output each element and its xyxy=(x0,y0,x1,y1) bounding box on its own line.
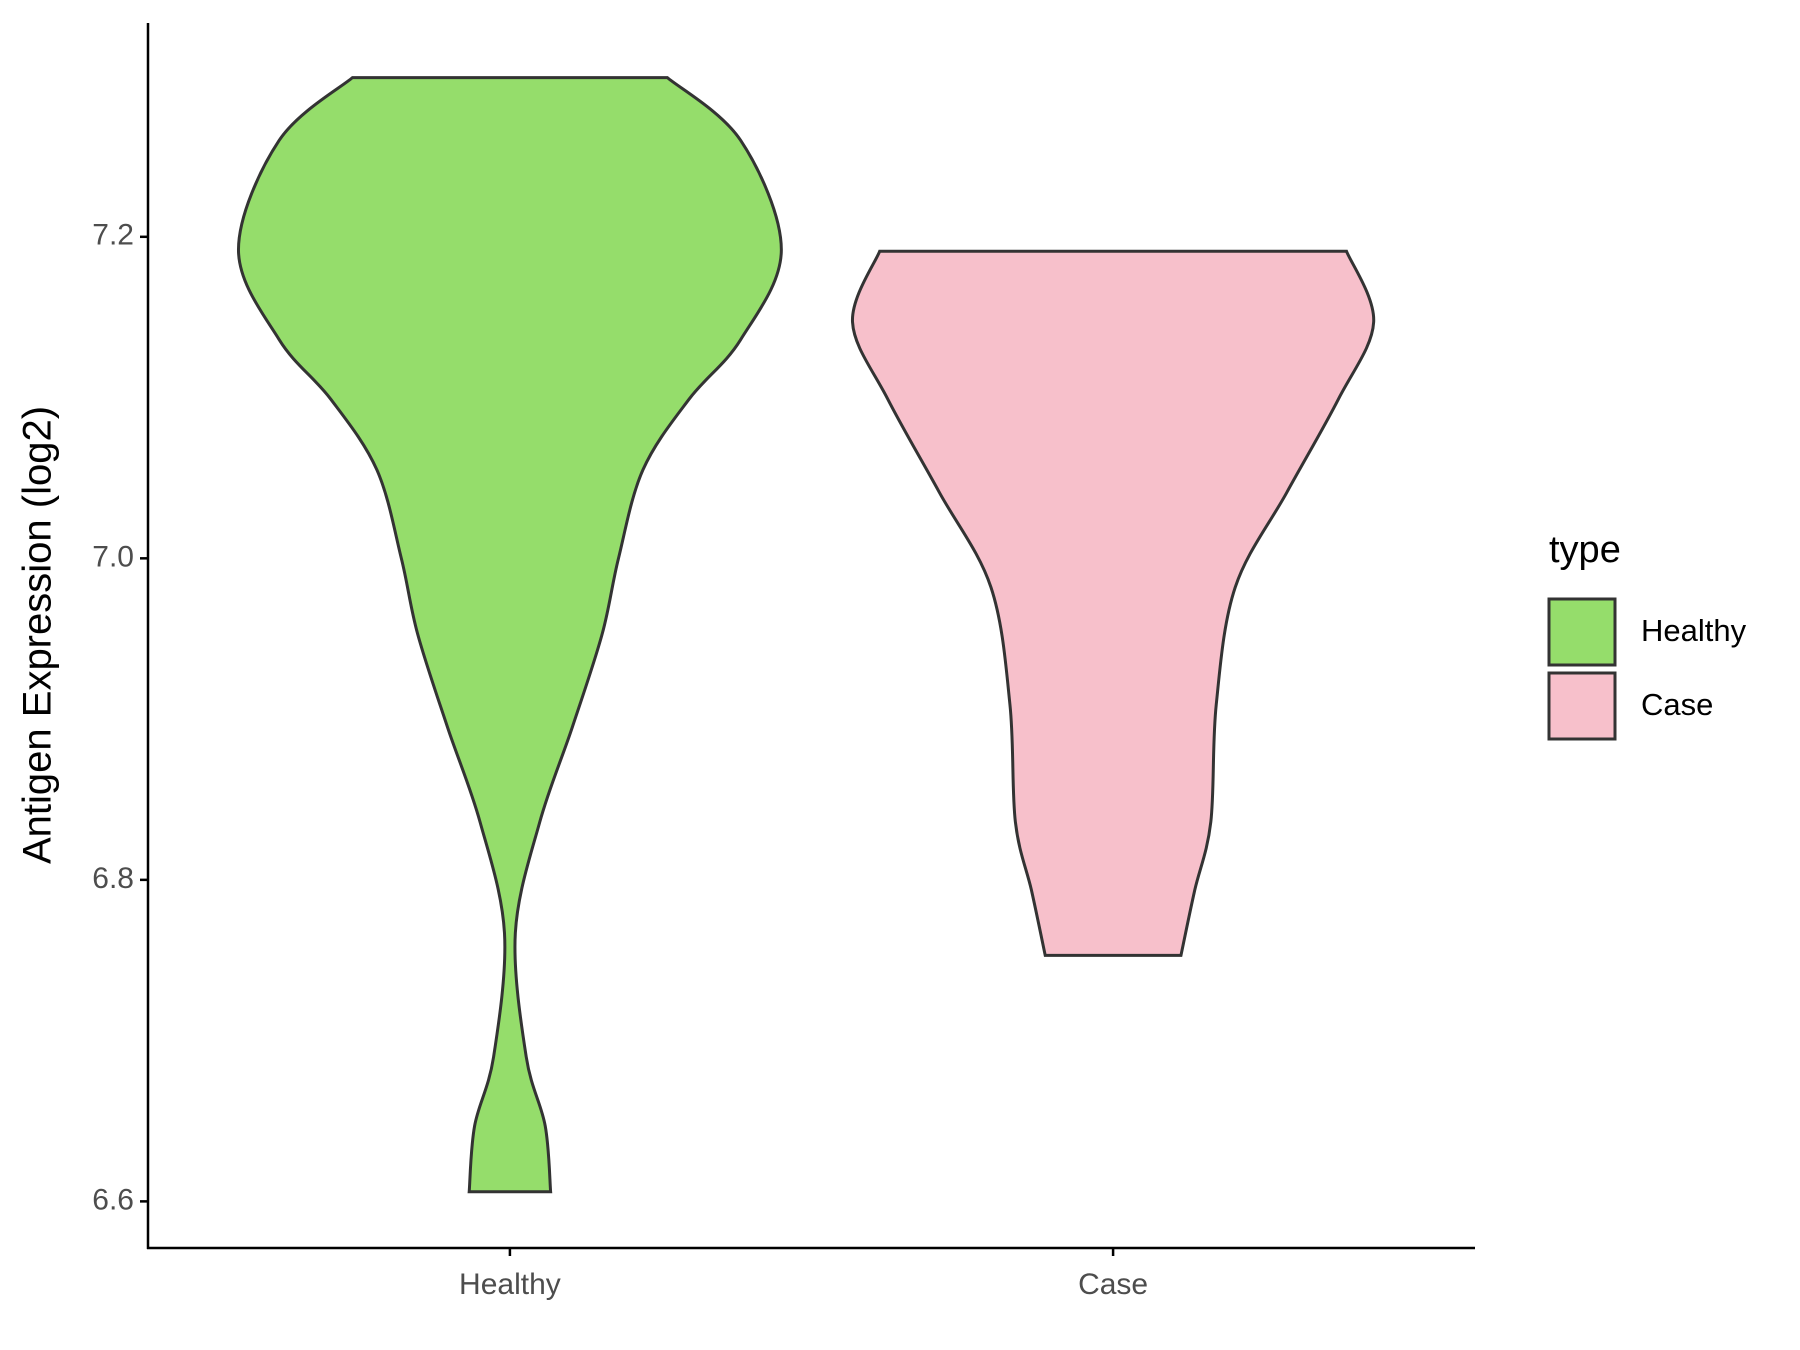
legend-key xyxy=(1547,671,1617,741)
x-tick-label: Case xyxy=(1078,1268,1148,1301)
y-tick-label: 6.8 xyxy=(92,862,134,895)
y-axis-label: Antigen Expression (log2) xyxy=(16,406,60,864)
y-tick-label: 6.6 xyxy=(92,1183,134,1216)
violin xyxy=(236,76,783,1194)
legend-title: type xyxy=(1549,529,1621,571)
legend-label: Case xyxy=(1641,687,1713,722)
y-tick-label: 7.0 xyxy=(92,540,134,573)
legend-key xyxy=(1547,597,1617,667)
x-tick-label: Healthy xyxy=(459,1268,561,1301)
violin xyxy=(851,249,1376,957)
y-tick-label: 7.2 xyxy=(92,219,134,252)
legend-label: Healthy xyxy=(1641,613,1747,648)
